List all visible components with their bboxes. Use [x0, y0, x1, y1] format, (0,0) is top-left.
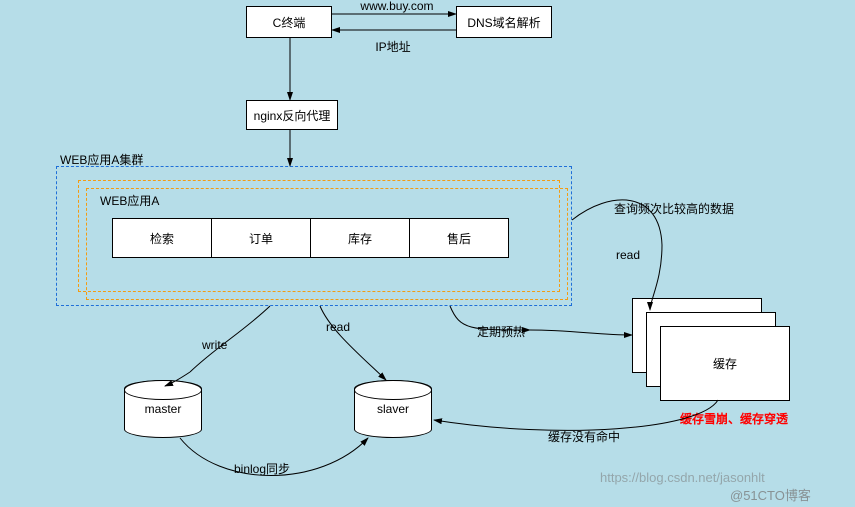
edge-label-binlog: binlog同步: [234, 460, 290, 477]
cache-card-1: 缓存: [660, 326, 790, 401]
node-c-terminal: C终端: [246, 6, 332, 38]
node-dns: DNS域名解析: [456, 6, 552, 38]
db-master: master: [124, 380, 202, 438]
db-slaver-label: slaver: [377, 402, 409, 416]
cell-stock: 库存: [310, 218, 410, 258]
cell-stock-label: 库存: [348, 230, 372, 247]
c-terminal-label: C终端: [273, 14, 306, 31]
edge-label-preheat: 定期预热: [477, 323, 525, 340]
cell-order: 订单: [211, 218, 311, 258]
edge-label-read-cache: read: [616, 248, 640, 262]
cell-after-label: 售后: [447, 230, 471, 247]
edge-label-ip: IP地址: [368, 38, 418, 55]
cell-order-label: 订单: [249, 230, 273, 247]
db-slaver: slaver: [354, 380, 432, 438]
cell-search-label: 检索: [150, 230, 174, 247]
dns-label: DNS域名解析: [467, 14, 540, 31]
edge-label-write: write: [202, 338, 227, 352]
edge-label-cache-miss: 缓存没有命中: [548, 428, 620, 445]
node-nginx: nginx反向代理: [246, 100, 338, 130]
note-cache-issue: 缓存雪崩、缓存穿透: [680, 410, 788, 427]
cluster-title: WEB应用A集群: [60, 151, 143, 168]
edge-label-read-db: read: [326, 320, 350, 334]
cache-label: 缓存: [713, 355, 737, 372]
edge-label-url: www.buy.com: [357, 0, 437, 13]
app-box-title: WEB应用A: [100, 192, 159, 209]
db-master-label: master: [145, 402, 182, 416]
nginx-label: nginx反向代理: [254, 107, 331, 124]
watermark-51cto: @51CTO博客: [730, 485, 811, 504]
edge-label-query-hot: 查询频次比较高的数据: [604, 200, 744, 217]
watermark-csdn: https://blog.csdn.net/jasonhlt: [600, 470, 765, 485]
cell-after: 售后: [409, 218, 509, 258]
cell-search: 检索: [112, 218, 212, 258]
